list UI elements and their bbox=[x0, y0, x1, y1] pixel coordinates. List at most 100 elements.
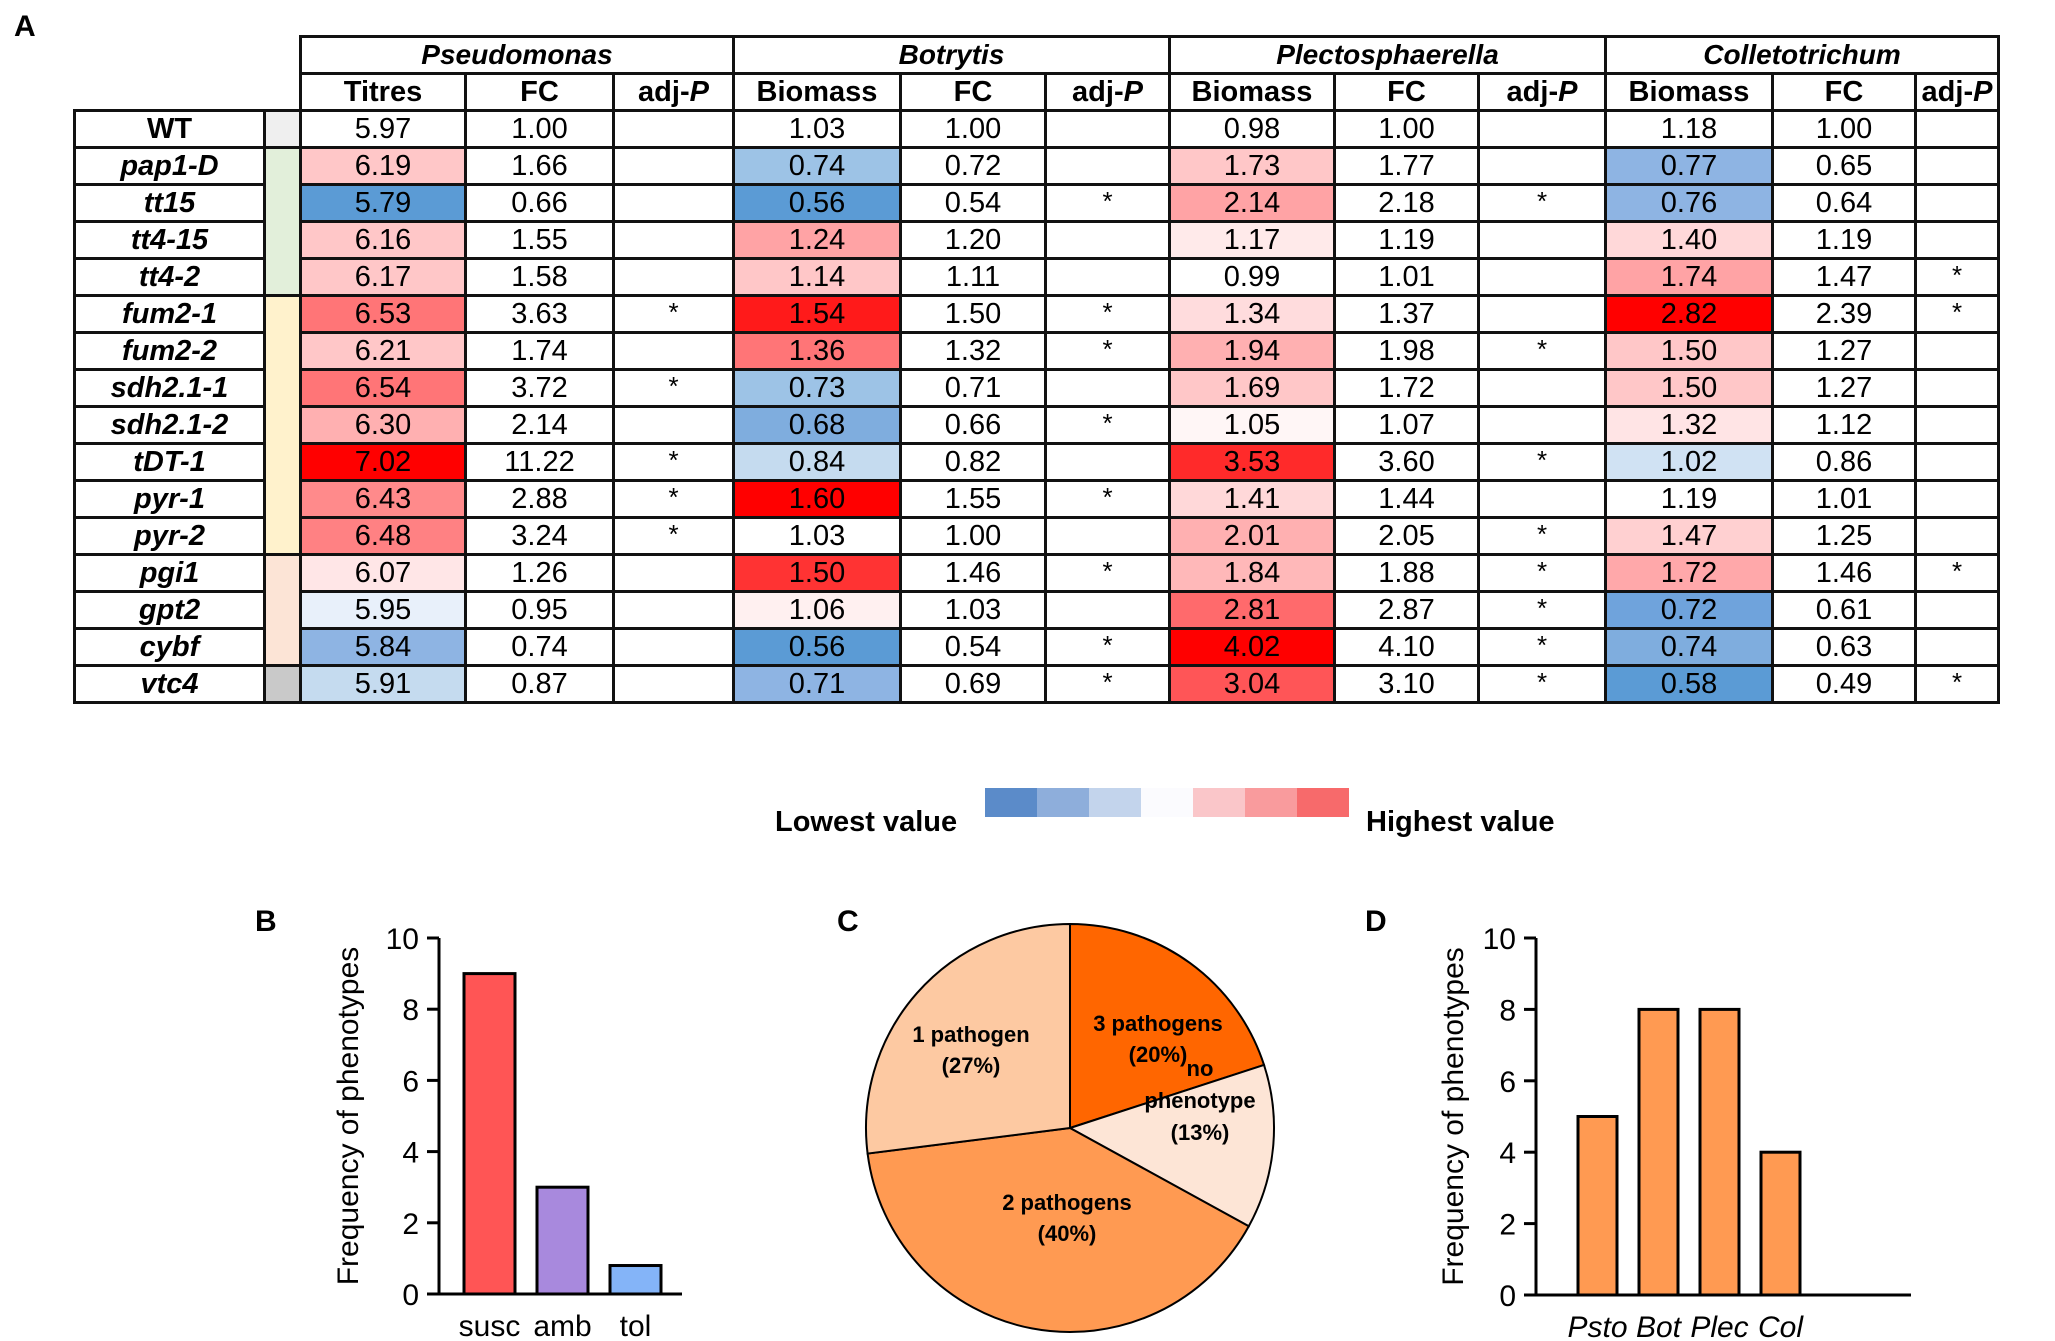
legend-swatch bbox=[1193, 788, 1245, 817]
value-cell: 1.03 bbox=[732, 516, 902, 556]
group-color-strip bbox=[263, 664, 302, 704]
pie-percent-label: (40%) bbox=[1038, 1221, 1097, 1246]
genotype-label: pap1-D bbox=[73, 146, 266, 186]
group-color-strip bbox=[263, 443, 302, 481]
group-color-strip bbox=[263, 591, 302, 629]
value-cell: 1.06 bbox=[732, 590, 902, 630]
significance-cell: * bbox=[1477, 627, 1607, 667]
value-cell: 3.04 bbox=[1168, 664, 1336, 704]
table-row: gpt2 5.95 0.95 1.06 1.03 2.81 2.87 * 0.72 0.61 bbox=[73, 590, 2000, 630]
pie-slice bbox=[1067, 1063, 1275, 1228]
pie-label: 3 pathogens bbox=[1093, 1011, 1223, 1036]
value-cell: 1.94 bbox=[1168, 331, 1336, 371]
fold-change-cell: 1.37 bbox=[1333, 294, 1480, 334]
pie-percent-label: (13%) bbox=[1171, 1120, 1230, 1145]
bar-susc bbox=[462, 972, 517, 1296]
fold-change-cell: 0.54 bbox=[899, 627, 1047, 667]
group-color-strip bbox=[263, 146, 302, 185]
table-row: sdh2.1-1 6.54 3.72 * 0.73 0.71 1.69 1.72 1.50 1.2… bbox=[73, 368, 2000, 408]
fold-change-cell: 1.27 bbox=[1771, 368, 1917, 408]
x-tick-label: Col bbox=[1758, 1311, 1804, 1341]
pie-percent-label: (20%) bbox=[1129, 1042, 1188, 1067]
significance-cell: * bbox=[612, 479, 735, 519]
significance-cell bbox=[1477, 294, 1607, 334]
y-tick-label: 10 bbox=[386, 923, 419, 956]
y-tick-label: 10 bbox=[1483, 923, 1516, 956]
fold-change-cell: 0.95 bbox=[464, 590, 615, 630]
value-cell: 6.17 bbox=[299, 257, 467, 297]
value-cell: 6.43 bbox=[299, 479, 467, 519]
significance-cell bbox=[1477, 109, 1607, 149]
value-cell: 3.53 bbox=[1168, 442, 1336, 482]
y-tick-label: 2 bbox=[1499, 1209, 1516, 1242]
value-cell: 1.60 bbox=[732, 479, 902, 519]
value-cell: 1.24 bbox=[732, 220, 902, 260]
pathogen-header: Pseudomonas bbox=[299, 35, 735, 75]
fold-change-cell: 1.00 bbox=[1333, 109, 1480, 149]
value-cell: 1.54 bbox=[732, 294, 902, 334]
significance-cell bbox=[1044, 257, 1171, 297]
genotype-label: cybf bbox=[73, 627, 266, 667]
value-cell: 5.79 bbox=[299, 183, 467, 223]
legend-swatch bbox=[985, 788, 1037, 817]
fold-change-cell: 1.58 bbox=[464, 257, 615, 297]
table-row: pyr-2 6.48 3.24 * 1.03 1.00 2.01 2.05 * 1.47 1.25 bbox=[73, 516, 2000, 556]
y-tick-label: 0 bbox=[1499, 1280, 1516, 1313]
value-cell: 1.40 bbox=[1604, 220, 1774, 260]
significance-cell: * bbox=[1477, 664, 1607, 704]
significance-cell bbox=[1477, 479, 1607, 519]
legend-low-label: Lowest value bbox=[775, 806, 958, 838]
table-row: fum2-1 6.53 3.63 * 1.54 1.50 * 1.34 1.37 2.82 2.39… bbox=[73, 294, 2000, 334]
significance-cell: * bbox=[1044, 627, 1171, 667]
significance-cell: * bbox=[1914, 553, 2000, 593]
header-row-metrics: Titres FC adj-P Biomass FC adj-P Biomass FC adj-… bbox=[75, 72, 2000, 112]
value-cell: 1.32 bbox=[1604, 405, 1774, 445]
value-cell: 5.91 bbox=[299, 664, 467, 704]
y-tick-label: 4 bbox=[1499, 1137, 1516, 1170]
fold-change-cell: 0.49 bbox=[1771, 664, 1917, 704]
value-cell: 2.82 bbox=[1604, 294, 1774, 334]
x-tick-label: Psto bbox=[1567, 1311, 1627, 1341]
significance-cell: * bbox=[1044, 479, 1171, 519]
group-color-strip bbox=[263, 369, 302, 407]
genotype-label: gpt2 bbox=[73, 590, 266, 630]
legend-swatch bbox=[1245, 788, 1297, 817]
table-row: tt4-15 6.16 1.55 1.24 1.20 1.17 1.19 1.40 1.19 bbox=[73, 220, 2000, 260]
table-row: cybf 5.84 0.74 0.56 0.54 * 4.02 4.10 * 0.74 0.63 bbox=[73, 627, 2000, 667]
significance-cell bbox=[1914, 442, 2000, 482]
table-row: tDT-1 7.02 11.22 * 0.84 0.82 3.53 3.60 * 1.02 0.86 bbox=[73, 442, 2000, 482]
fold-change-cell: 0.61 bbox=[1771, 590, 1917, 630]
pie-slice bbox=[865, 922, 1071, 1155]
y-tick-label: 6 bbox=[1499, 1066, 1516, 1099]
fold-change-cell: 1.00 bbox=[899, 109, 1047, 149]
fold-change-cell: 0.71 bbox=[899, 368, 1047, 408]
value-cell: 2.81 bbox=[1168, 590, 1336, 630]
y-tick-label: 2 bbox=[402, 1208, 419, 1241]
significance-cell bbox=[612, 590, 735, 630]
legend-swatch bbox=[1141, 788, 1193, 817]
significance-cell bbox=[1044, 368, 1171, 408]
genotype-label: sdh2.1-1 bbox=[73, 368, 266, 408]
value-cell: 0.68 bbox=[732, 405, 902, 445]
value-cell: 1.17 bbox=[1168, 220, 1336, 260]
genotype-label: tt4-15 bbox=[73, 220, 266, 260]
fold-change-cell: 1.03 bbox=[899, 590, 1047, 630]
value-cell: 1.03 bbox=[732, 109, 902, 149]
value-cell: 1.34 bbox=[1168, 294, 1336, 334]
group-color-strip bbox=[263, 628, 302, 666]
pie-label: no bbox=[1187, 1056, 1214, 1081]
value-cell: 0.77 bbox=[1604, 146, 1774, 186]
fold-change-cell: 1.55 bbox=[464, 220, 615, 260]
value-cell: 1.19 bbox=[1604, 479, 1774, 519]
x-tick-label: susc bbox=[459, 1310, 521, 1341]
bar-Bot bbox=[1637, 1007, 1680, 1297]
pie-slice bbox=[866, 1126, 1251, 1333]
fold-change-cell: 1.00 bbox=[899, 516, 1047, 556]
metric-header: Biomass bbox=[1168, 72, 1336, 112]
significance-cell: * bbox=[1044, 183, 1171, 223]
fold-change-cell: 0.72 bbox=[899, 146, 1047, 186]
significance-cell bbox=[612, 109, 735, 149]
significance-cell: * bbox=[1477, 590, 1607, 630]
fold-change-cell: 1.01 bbox=[1333, 257, 1480, 297]
